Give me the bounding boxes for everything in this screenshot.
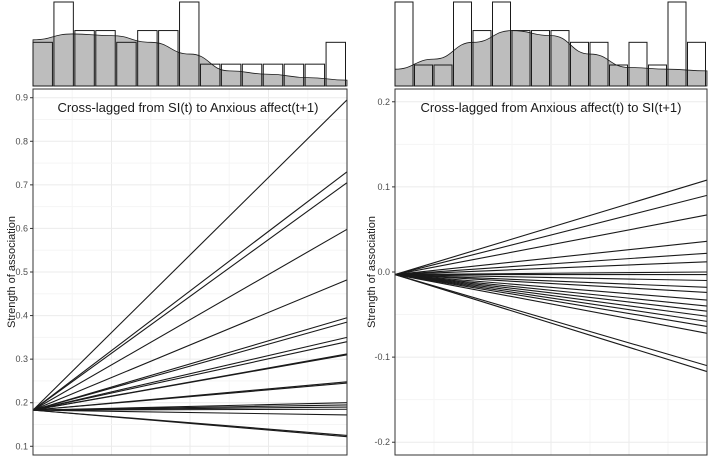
left-histogram-bar	[199, 63, 221, 87]
right-association-line	[394, 274, 708, 301]
left-y-tick-label: 0.9	[15, 93, 28, 103]
left-histogram-bar	[95, 30, 116, 87]
right-association-line	[394, 240, 708, 276]
right-histogram-bar	[667, 1, 687, 87]
right-histogram-bar	[433, 64, 453, 87]
left-histogram-bar	[262, 63, 284, 87]
right-association-line	[394, 214, 708, 276]
left-association-line	[32, 341, 348, 411]
left-density-curve	[32, 33, 348, 87]
right-association-line	[394, 261, 708, 276]
right-association-line	[394, 274, 708, 334]
left-y-tick-label: 0.4	[15, 311, 28, 321]
right-histogram-bar	[453, 1, 472, 87]
left-y-tick-label: 0.5	[15, 267, 28, 277]
right-association-line	[394, 252, 708, 276]
left-association-line	[32, 279, 348, 411]
right-association-line	[394, 274, 708, 312]
right-y-tick-label: 0.0	[377, 267, 390, 277]
left-histogram-bar	[283, 63, 305, 87]
left-y-tick-label: 0.6	[15, 223, 28, 233]
left-histogram-bar	[137, 30, 158, 87]
left-histogram-bar	[241, 63, 263, 87]
right-association-line	[394, 274, 708, 373]
left-association-line	[32, 409, 348, 438]
right-histogram-bar	[414, 64, 433, 87]
right-histogram-bar	[472, 30, 492, 87]
left-y-tick-label: 0.2	[15, 398, 28, 408]
right-association-line	[394, 179, 708, 276]
right-histogram-bar	[492, 1, 511, 87]
left-histogram-bar	[325, 41, 347, 87]
left-association-line	[32, 228, 348, 411]
right-y-axis-label: Strength of association	[366, 216, 378, 328]
left-marginal-histogram	[32, 1, 348, 87]
right-histogram-bar	[570, 41, 589, 87]
left-histogram-bar	[74, 30, 95, 87]
right-histogram-bar	[687, 41, 706, 87]
left-association-line	[32, 182, 348, 411]
left-association-line	[32, 336, 348, 411]
left-y-tick-label: 0.7	[15, 180, 28, 190]
right-association-line	[394, 274, 708, 307]
left-histogram-bar	[32, 41, 53, 87]
left-histogram-bar	[304, 63, 326, 87]
left-y-tick-label: 0.3	[15, 354, 28, 364]
right-association-line	[394, 274, 708, 317]
left-histogram-bar	[220, 63, 242, 87]
right-histogram-bar	[511, 30, 531, 87]
right-y-tick-label: 0.1	[377, 182, 390, 192]
left-association-line	[32, 382, 348, 411]
left-association-line	[32, 354, 348, 411]
left-association-line	[32, 171, 348, 411]
left-association-line	[32, 99, 348, 411]
left-association-line	[32, 409, 348, 416]
left-histogram-bar	[158, 30, 179, 87]
right-association-line	[394, 194, 708, 276]
left-y-tick-label: 0.1	[15, 441, 28, 451]
right-association-line	[394, 274, 708, 293]
right-chart: Cross-lagged from Anxious affect(t) to S…	[366, 1, 708, 456]
right-histogram-bar	[531, 30, 550, 87]
right-y-tick-label: 0.2	[377, 97, 390, 107]
right-association-line	[394, 274, 708, 288]
right-histogram-bar	[589, 41, 609, 87]
right-chart-title: Cross-lagged from Anxious affect(t) to S…	[421, 100, 682, 115]
right-y-tick-label: -0.2	[374, 437, 390, 447]
right-marginal-histogram	[394, 1, 708, 87]
right-histogram-bar	[394, 1, 414, 87]
right-plot-panel	[394, 88, 708, 456]
right-association-line	[394, 274, 708, 367]
right-y-tick-label: -0.1	[374, 352, 390, 362]
left-association-line	[32, 408, 348, 411]
left-y-tick-label: 0.8	[15, 136, 28, 146]
right-histogram-bar	[550, 30, 570, 87]
left-histogram-bar	[179, 1, 200, 87]
left-association-line	[32, 317, 348, 411]
left-plot-panel	[32, 88, 348, 456]
left-y-axis-label: Strength of association	[6, 216, 18, 328]
left-association-line	[32, 321, 348, 411]
left-chart: Cross-lagged from SI(t) to Anxious affec…	[6, 1, 348, 456]
right-histogram-bar	[609, 64, 628, 87]
left-histogram-bar	[53, 1, 74, 87]
right-association-line	[394, 274, 708, 328]
left-chart-title: Cross-lagged from SI(t) to Anxious affec…	[58, 100, 319, 115]
right-association-line	[394, 274, 708, 322]
right-histogram-bar	[648, 64, 667, 87]
right-histogram-bar	[628, 41, 648, 87]
right-association-line	[394, 274, 708, 282]
left-histogram-bar	[116, 41, 137, 87]
